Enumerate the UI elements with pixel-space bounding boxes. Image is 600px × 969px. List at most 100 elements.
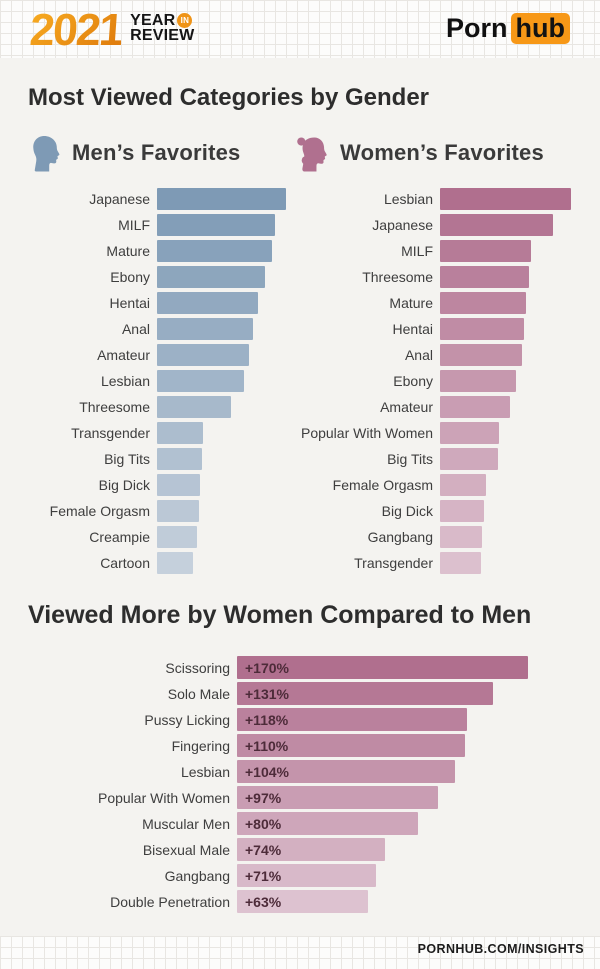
bar — [440, 292, 526, 314]
chart-row: Pussy Licking +118% — [0, 708, 528, 731]
category-label: Hentai — [109, 295, 150, 311]
chart-row: Threesome — [0, 396, 286, 418]
chart-row: Anal — [0, 318, 286, 340]
chart-row: Transgender — [0, 422, 286, 444]
category-label: Female Orgasm — [49, 503, 150, 519]
womens-favorites-chart: Lesbian Japanese MILF Threesome Mature Hentai… — [280, 188, 571, 578]
bar — [157, 396, 231, 418]
bar: +71% — [237, 864, 376, 887]
category-label: Big Tits — [104, 451, 150, 467]
footer-grid-band — [0, 936, 600, 969]
year-review-text: YEAR IN REVIEW — [130, 13, 195, 45]
bar — [157, 422, 203, 444]
category-label: Big Dick — [98, 477, 150, 493]
chart-row: Big Dick — [0, 474, 286, 496]
chart-row: Amateur — [0, 344, 286, 366]
chart-row: Japanese — [280, 214, 571, 236]
pornhub-logo-hub: hub — [510, 13, 570, 44]
bar — [440, 500, 484, 522]
chart-row: Ebony — [0, 266, 286, 288]
chart-row: Amateur — [280, 396, 571, 418]
male-profile-icon — [33, 135, 60, 172]
chart-row: Lesbian +104% — [0, 760, 528, 783]
bar — [157, 214, 275, 236]
category-label: Hentai — [392, 321, 433, 337]
bar — [440, 344, 522, 366]
mens-favorites-header: Men’s Favorites — [27, 134, 240, 172]
bar — [157, 292, 258, 314]
chart-row: Big Tits — [0, 448, 286, 470]
category-label: Bisexual Male — [142, 841, 230, 858]
category-label: Muscular Men — [142, 815, 230, 832]
section1-title: Most Viewed Categories by Gender — [28, 84, 430, 111]
category-label: Cartoon — [100, 555, 150, 571]
category-label: Threesome — [362, 269, 433, 285]
category-label: MILF — [118, 217, 150, 233]
category-label: Ebony — [393, 373, 433, 389]
chart-row: Mature — [280, 292, 571, 314]
category-label: Big Tits — [387, 451, 433, 467]
chart-row: Hentai — [280, 318, 571, 340]
category-label: Lesbian — [180, 763, 230, 780]
chart-row: Big Tits — [280, 448, 571, 470]
bar — [440, 422, 499, 444]
bar — [440, 214, 553, 236]
year-review-line1: YEAR IN — [130, 13, 194, 29]
bar — [440, 526, 482, 548]
bar-value-label: +170% — [245, 659, 289, 676]
category-label: Big Dick — [381, 503, 433, 519]
year-2021-text: 2021 — [28, 4, 124, 55]
category-label: Gangbang — [367, 529, 433, 545]
bar — [157, 474, 200, 496]
chart-row: Lesbian — [280, 188, 571, 210]
chart-row: Popular With Women — [280, 422, 571, 444]
bar-value-label: +80% — [245, 815, 282, 832]
category-label: Transgender — [71, 425, 150, 441]
bar — [440, 318, 524, 340]
bar — [157, 448, 202, 470]
category-label: Scissoring — [165, 659, 230, 676]
footer-url: PORNHUB.COM/INSIGHTS — [417, 942, 584, 956]
category-label: Mature — [106, 243, 150, 259]
chart-row: Gangbang +71% — [0, 864, 528, 887]
bar — [440, 396, 510, 418]
chart-row: Muscular Men +80% — [0, 812, 528, 835]
bar: +104% — [237, 760, 455, 783]
chart-row: Threesome — [280, 266, 571, 288]
year-review-line2: REVIEW — [130, 27, 195, 45]
category-label: Solo Male — [167, 685, 230, 702]
category-label: Popular With Women — [300, 425, 433, 441]
bar: +63% — [237, 890, 368, 913]
chart-row: Anal — [280, 344, 571, 366]
bar — [440, 448, 498, 470]
chart-row: Big Dick — [280, 500, 571, 522]
in-badge-icon: IN — [177, 13, 193, 28]
bar — [157, 318, 253, 340]
pornhub-logo-porn: Porn — [446, 13, 508, 43]
bar-value-label: +110% — [245, 737, 289, 754]
category-label: Transgender — [354, 555, 433, 571]
chart-row: Female Orgasm — [0, 500, 286, 522]
bar: +74% — [237, 838, 385, 861]
category-label: Double Penetration — [110, 893, 230, 910]
chart-row: Solo Male +131% — [0, 682, 528, 705]
chart-row: Transgender — [280, 552, 571, 574]
chart-row: Fingering +110% — [0, 734, 528, 757]
viewed-more-by-women-chart: Scissoring +170% Solo Male +131% Pussy Licki… — [0, 656, 528, 916]
category-label: Fingering — [171, 737, 230, 754]
female-profile-icon — [297, 137, 327, 172]
bar: +118% — [237, 708, 467, 731]
chart-row: Ebony — [280, 370, 571, 392]
bar-value-label: +104% — [245, 763, 289, 780]
category-label: Amateur — [380, 399, 433, 415]
bar: +131% — [237, 682, 493, 705]
bar — [440, 474, 486, 496]
chart-row: MILF — [280, 240, 571, 262]
womens-favorites-header: Women’s Favorites — [295, 134, 544, 172]
bar — [440, 552, 481, 574]
category-label: Japanese — [372, 217, 433, 233]
chart-row: Female Orgasm — [280, 474, 571, 496]
bar — [157, 344, 249, 366]
chart-row: Double Penetration +63% — [0, 890, 528, 913]
bar-value-label: +131% — [245, 685, 289, 702]
